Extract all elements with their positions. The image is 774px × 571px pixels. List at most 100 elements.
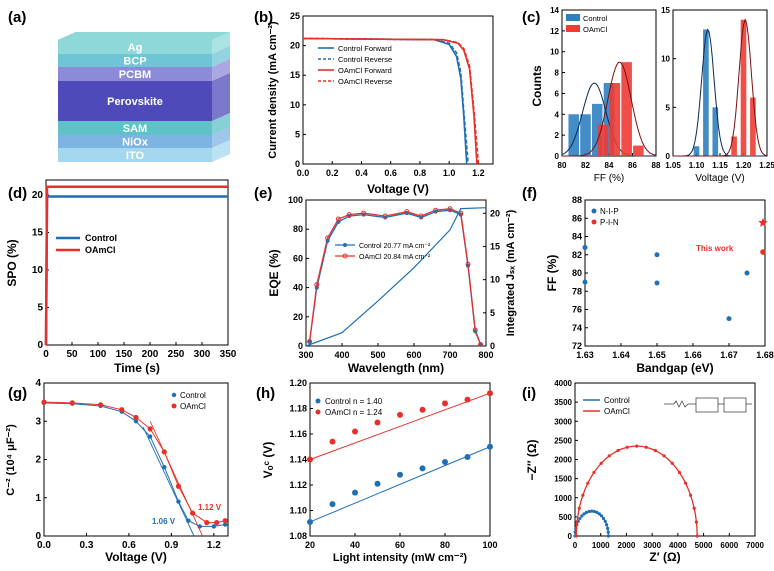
marker-f-nip: [744, 270, 750, 276]
marker-i-control: [601, 516, 606, 521]
b-xtick-label: 1.2: [472, 168, 485, 178]
marker-f-nip: [726, 316, 732, 322]
legend-b: Control Forward Control Reverse OAmCl Fo…: [318, 44, 392, 86]
c-right-xtick-label: 1.10: [689, 161, 705, 170]
legend-c: Control OAmCl: [566, 14, 608, 34]
plot-frame-d: [45, 179, 229, 346]
d-xtick-label: 0: [43, 349, 49, 360]
marker-e-oamcl: [478, 342, 484, 348]
d-xtick-label: 350: [220, 349, 237, 360]
axis-label-h-y: Vₒᶜ (V): [261, 442, 275, 479]
d-xtick-label: 150: [116, 349, 133, 360]
c-left-bar-oamcl: [633, 145, 644, 156]
marker-i-control: [597, 512, 601, 516]
c-left-xtick-label: 80: [558, 161, 567, 170]
panel-b: (b) 0.0 0.2 0.4 0.6 0.8 1.0 1.2 0 5 10 15 20 25 Volt…: [254, 9, 494, 196]
d-xtick-label: 300: [194, 349, 211, 360]
marker-i-control: [580, 514, 584, 518]
b-ytick-label: 20: [290, 41, 300, 51]
marker-i-oamcl: [599, 461, 603, 465]
marker-e-oamcl: [447, 206, 453, 212]
axis-label-c-y: Counts: [530, 65, 544, 107]
g-xtick-label: 0.6: [122, 540, 136, 551]
layer-label-sam: SAM: [123, 123, 147, 135]
marker-e-control: [433, 209, 438, 214]
marker-e-oamcl: [472, 327, 478, 333]
layer-pcbm-front: [58, 67, 212, 81]
panel-d: (d) 0 50 100 150 200 250 300 350 0 5 10 15 20 Time (…: [5, 179, 237, 375]
layer-bcp-front: [58, 54, 212, 67]
tangent-g-control: [142, 426, 195, 537]
series-g-control: [43, 402, 226, 527]
legend-f-pin: P-I-N: [600, 218, 619, 227]
marker-h-control: [352, 489, 358, 496]
marker-g-oamcl: [175, 483, 182, 489]
marker-i-oamcl: [694, 520, 698, 524]
i-xtick-label: 6000: [720, 541, 738, 550]
legend-i-oamcl: OAmCl: [604, 407, 630, 416]
i-xtick-label: 4000: [669, 541, 687, 550]
axis-label-i-y: −Z″ (Ω): [525, 439, 539, 480]
marker-i-control: [595, 510, 599, 514]
e-xtick-label: 700: [442, 350, 457, 360]
marker-e-oamcl: [307, 339, 313, 345]
axis-label-c-x-right: Voltage (V): [695, 173, 744, 184]
layer-label-ag: Ag: [128, 42, 143, 54]
marker-h-control: [464, 453, 471, 460]
series-e-integrated-jsc: [305, 207, 487, 347]
legend-e-control-marker: [343, 243, 347, 247]
legend-d-oamcl: OAmCl: [85, 245, 116, 255]
layer-label-niox: NiOx: [122, 137, 149, 149]
marker-i-oamcl: [575, 520, 579, 524]
this-work-label: This work: [696, 244, 734, 253]
c-right-ytick-label: 10: [661, 55, 670, 64]
i-xtick-label: 3000: [643, 541, 661, 550]
panel-c: (c) 80 82 84 86 88 0 2 4 6 8 10 12 14 1.05 1.10 1.15 1.…: [522, 6, 774, 184]
layer-label-perovskite: Perovskite: [107, 96, 163, 108]
layer-niox-side: [212, 127, 230, 148]
c-right-fit-oamcl: [673, 18, 768, 157]
d-ytick-label: 5: [37, 303, 43, 314]
c-right-bar-control: [712, 107, 719, 156]
series-i-control: [574, 510, 610, 537]
legend-c-control: Control: [583, 14, 608, 23]
panel-label-c: (c): [522, 9, 540, 26]
c-left-bar-oamcl: [621, 62, 632, 157]
e-y2tick-label: 15: [490, 241, 500, 251]
f-ytick-label: 88: [572, 195, 582, 205]
marker-i-control: [590, 509, 594, 513]
c-left-fit-oamcl: [562, 61, 657, 157]
layer-pcbm-side: [212, 59, 230, 81]
marker-i-oamcl: [635, 444, 639, 448]
marker-e-oamcl: [325, 235, 331, 241]
e-xtick-label: 500: [370, 350, 385, 360]
marker-h-oamcl: [419, 406, 426, 413]
legend-d: Control OAmCl: [56, 233, 117, 255]
axis-label-g-x: Voltage (V): [105, 550, 167, 564]
marker-e-oamcl: [314, 282, 320, 288]
c-left-bar-control: [568, 114, 580, 156]
marker-i-control: [582, 512, 586, 516]
axis-label-f-y: FF (%): [545, 255, 559, 292]
e-ytick-label: 100: [288, 195, 303, 205]
marker-i-oamcl: [677, 470, 682, 475]
marker-i-control: [606, 526, 610, 530]
marker-e-oamcl: [346, 212, 352, 218]
marker-e-control: [347, 214, 352, 219]
marker-e-oamcl: [418, 213, 424, 219]
g-xtick-label: 0.0: [37, 540, 51, 551]
marker-i-oamcl: [625, 445, 629, 449]
legend-f-nip-marker: [591, 208, 597, 214]
legend-b-control-fwd: Control Forward: [338, 44, 392, 53]
e-y2tick-label: 10: [490, 275, 500, 285]
marker-h-oamcl: [307, 456, 313, 463]
legend-f-pin-marker: [591, 219, 597, 225]
marker-i-control: [599, 514, 604, 518]
h-xtick-label: 80: [440, 540, 450, 550]
e-ytick-label: 40: [293, 283, 303, 293]
e-xtick-label: 400: [334, 350, 349, 360]
i-ytick-label: 2500: [554, 436, 572, 445]
marker-h-oamcl: [464, 396, 471, 403]
layer-niox-front: [58, 135, 212, 148]
legend-g: Control OAmCl: [171, 391, 206, 411]
